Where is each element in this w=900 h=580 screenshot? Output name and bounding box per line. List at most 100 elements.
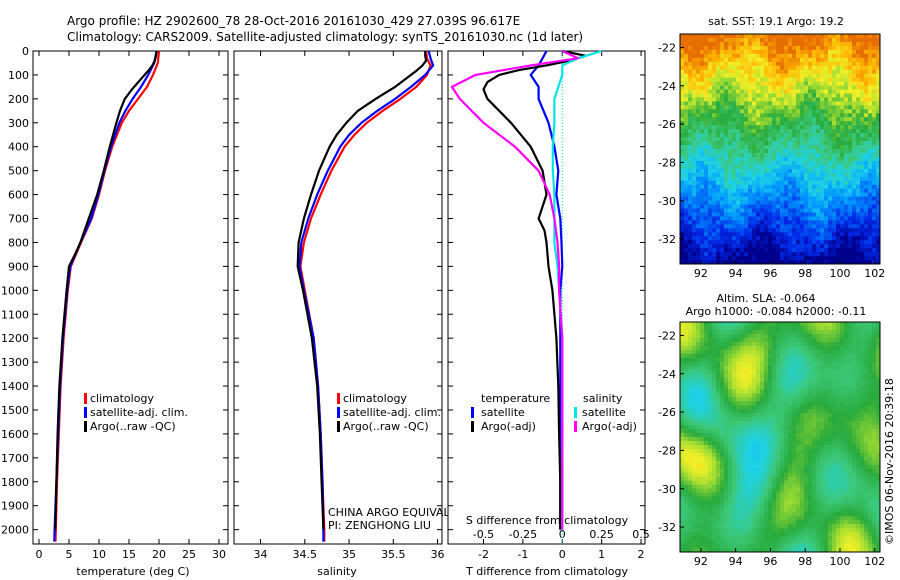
heatmap-cell bbox=[840, 41, 845, 47]
heatmap-cell bbox=[708, 172, 713, 178]
heatmap-cell bbox=[720, 236, 725, 241]
heatmap-cell bbox=[716, 409, 721, 414]
heatmap-cell bbox=[832, 425, 837, 430]
heatmap-cell bbox=[688, 125, 693, 130]
heatmap-cell bbox=[832, 129, 837, 134]
heatmap-cell bbox=[856, 57, 861, 63]
heatmap-cell bbox=[692, 337, 697, 343]
heatmap-cell bbox=[844, 421, 849, 426]
heatmap-cell bbox=[724, 117, 729, 122]
heatmap-cell bbox=[800, 437, 805, 442]
heatmap-cell bbox=[864, 117, 869, 122]
heatmap-cell bbox=[696, 53, 701, 59]
heatmap-cell bbox=[856, 200, 861, 205]
heatmap-cell bbox=[744, 137, 749, 142]
heatmap-cell bbox=[860, 65, 865, 71]
heatmap-cell bbox=[784, 369, 789, 374]
heatmap-cell bbox=[796, 357, 801, 363]
heatmap-cell bbox=[712, 337, 717, 343]
heatmap-cell bbox=[780, 81, 785, 86]
heatmap-cell bbox=[816, 101, 821, 106]
heatmap-cell bbox=[868, 121, 873, 126]
heatmap-cell bbox=[848, 180, 853, 186]
sst-map-x-axis: 92 94 96 98 100 102 bbox=[694, 260, 885, 280]
heatmap-cell bbox=[856, 337, 861, 343]
heatmap-cell bbox=[804, 341, 809, 347]
heatmap-cell bbox=[780, 121, 785, 126]
heatmap-cell bbox=[768, 176, 773, 182]
x-tick-label: 30 bbox=[212, 548, 226, 561]
heatmap-cell bbox=[760, 196, 765, 201]
heatmap-cell bbox=[704, 389, 709, 394]
heatmap-cell bbox=[764, 452, 769, 458]
heatmap-cell bbox=[816, 156, 821, 162]
heatmap-cell bbox=[740, 456, 745, 462]
heatmap-cell bbox=[700, 401, 705, 406]
heatmap-cell bbox=[700, 256, 705, 261]
heatmap-cell bbox=[812, 172, 817, 178]
heatmap-cell bbox=[788, 357, 793, 363]
heatmap-cell bbox=[696, 204, 701, 209]
heatmap-cell bbox=[836, 152, 841, 158]
heatmap-cell bbox=[788, 152, 793, 158]
legend-title-temperature: temperature bbox=[481, 392, 550, 405]
heatmap-cell bbox=[784, 89, 789, 94]
heatmap-cell bbox=[712, 329, 717, 335]
heatmap-cell bbox=[788, 345, 793, 351]
heatmap-cell bbox=[868, 409, 873, 414]
heatmap-cell bbox=[808, 325, 813, 331]
heatmap-cell bbox=[876, 117, 881, 122]
heatmap-cell bbox=[792, 425, 797, 430]
heatmap-cell bbox=[824, 57, 829, 63]
heatmap-cell bbox=[856, 322, 861, 327]
heatmap-cell bbox=[868, 113, 873, 118]
map-x-tick-label: 102 bbox=[864, 267, 885, 280]
heatmap-cell bbox=[828, 252, 833, 257]
heatmap-cell bbox=[692, 377, 697, 382]
heatmap-cell bbox=[684, 61, 689, 67]
heatmap-cell bbox=[780, 109, 785, 114]
heatmap-cell bbox=[756, 45, 761, 51]
heatmap-cell bbox=[708, 365, 713, 370]
heatmap-cell bbox=[832, 345, 837, 351]
heatmap-cell bbox=[872, 349, 877, 355]
heatmap-cell bbox=[756, 89, 761, 94]
heatmap-cell bbox=[760, 460, 765, 466]
heatmap-cell bbox=[728, 125, 733, 130]
heatmap-cell bbox=[712, 93, 717, 98]
heatmap-cell bbox=[772, 216, 777, 221]
heatmap-cell bbox=[844, 429, 849, 434]
heatmap-cell bbox=[752, 369, 757, 374]
heatmap-cell bbox=[680, 460, 685, 466]
heatmap-cell bbox=[868, 369, 873, 374]
heatmap-cell bbox=[860, 164, 865, 170]
heatmap-cell bbox=[860, 260, 865, 265]
heatmap-cell bbox=[684, 440, 689, 446]
heatmap-cell bbox=[728, 121, 733, 126]
heatmap-cell bbox=[860, 417, 865, 422]
heatmap-cell bbox=[876, 37, 881, 43]
heatmap-cell bbox=[764, 397, 769, 402]
heatmap-cell bbox=[728, 176, 733, 182]
heatmap-cell bbox=[692, 97, 697, 102]
heatmap-cell bbox=[840, 34, 845, 39]
heatmap-cell bbox=[740, 192, 745, 197]
heatmap-cell bbox=[716, 34, 721, 39]
heatmap-cell bbox=[736, 369, 741, 374]
heatmap-cell bbox=[776, 456, 781, 462]
heatmap-cell bbox=[808, 149, 813, 154]
heatmap-cell bbox=[700, 228, 705, 233]
heatmap-cell bbox=[812, 401, 817, 406]
heatmap-cell bbox=[816, 188, 821, 194]
heatmap-cell bbox=[740, 365, 745, 370]
heatmap-cell bbox=[780, 341, 785, 347]
heatmap-cell bbox=[864, 440, 869, 446]
heatmap-cell bbox=[748, 401, 753, 406]
heatmap-cell bbox=[836, 220, 841, 225]
heatmap-cell bbox=[784, 45, 789, 51]
series-line-argo-adj--salinity bbox=[450, 50, 580, 530]
heatmap-cell bbox=[848, 34, 853, 39]
heatmap-cell bbox=[688, 413, 693, 418]
heatmap-cell bbox=[832, 141, 837, 146]
heatmap-cell bbox=[712, 168, 717, 174]
